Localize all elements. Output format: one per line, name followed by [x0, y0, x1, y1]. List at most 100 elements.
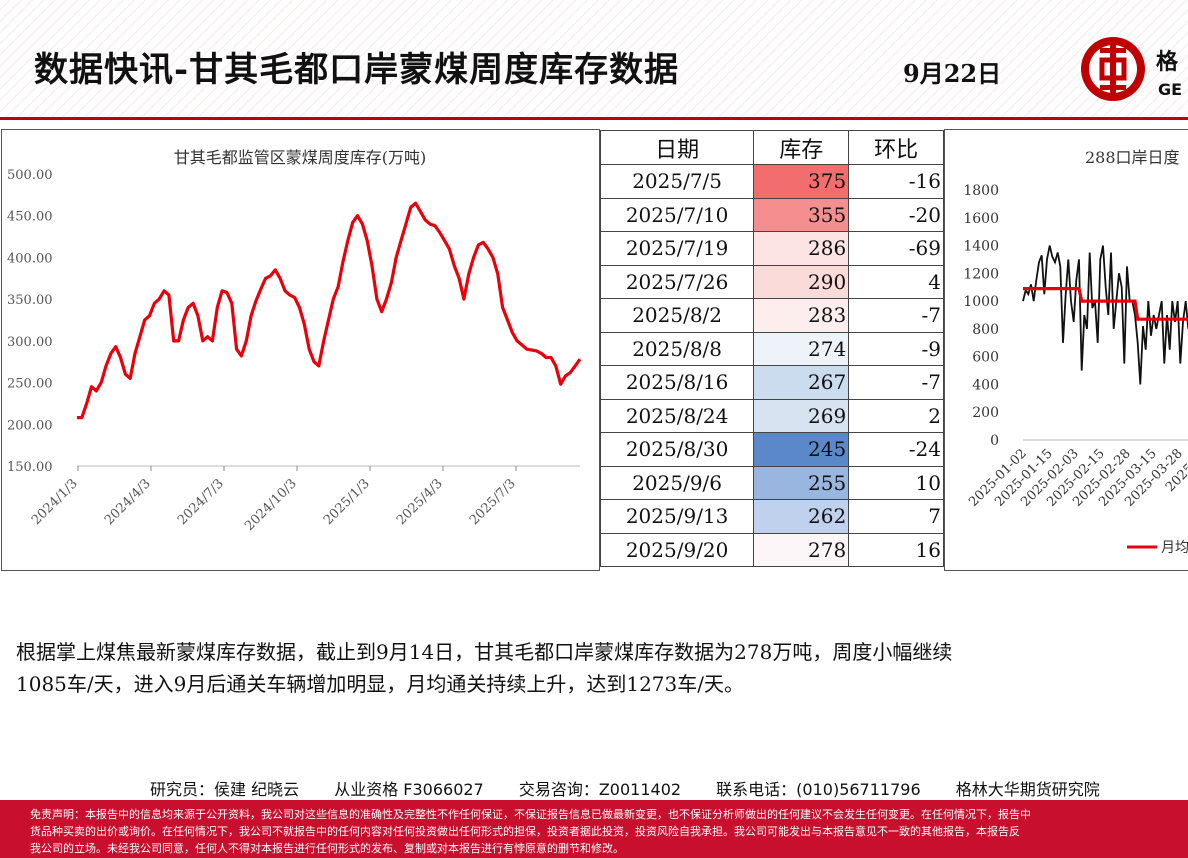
chart-title: 甘其毛都监管区蒙煤周度库存(万吨) — [174, 148, 427, 167]
table-row: 2025/8/2 283 -7 — [599, 298, 944, 333]
cell-change: -16 — [848, 164, 944, 199]
cell-change: 2 — [848, 398, 944, 433]
cell-date: 2025/8/24 — [599, 398, 755, 433]
summary-paragraph: 根据掌上煤焦最新蒙煤库存数据，截止到9月14日，甘其毛都口岸蒙煤库存数据为278… — [16, 636, 1188, 700]
logo-text-en: GE — [1158, 80, 1183, 99]
cell-change: 16 — [848, 532, 944, 567]
x-tick-label: 2024/7/3 — [175, 476, 227, 528]
y-tick-label: 300.00 — [7, 335, 53, 350]
cell-date: 2025/8/2 — [599, 298, 755, 333]
cell-stock: 286 — [753, 231, 850, 266]
y-tick-label: 150.00 — [7, 460, 53, 475]
cell-date: 2025/8/8 — [599, 331, 755, 366]
table-row: 2025/7/26 290 4 — [599, 264, 944, 299]
cell-stock: 245 — [753, 432, 850, 467]
table-row: 2025/8/16 267 -7 — [599, 365, 944, 400]
table-row: 2025/9/6 255 10 — [599, 465, 944, 500]
disclaimer-line-1: 免责声明：本报告中的信息均来源于公开资料，我公司对这些信息的准确性及完整性不作任… — [30, 808, 1031, 821]
contact-line: 研究员：侯建 纪晓云 从业资格 F3066027 交易咨询：Z0011402 联… — [150, 776, 1130, 800]
cell-stock: 355 — [753, 197, 850, 232]
y-tick-label: 800 — [972, 322, 999, 338]
cell-change: 10 — [848, 465, 944, 500]
series-line — [77, 201, 582, 420]
page-title: 数据快讯-甘其毛都口岸蒙煤周度库存数据 — [34, 50, 680, 90]
qualification: 从业资格 F3066027 — [334, 780, 484, 799]
y-tick-label: 200.00 — [7, 418, 53, 433]
researcher: 研究员：侯建 纪晓云 — [150, 780, 300, 799]
cell-stock: 269 — [753, 398, 850, 433]
table-row: 2025/7/19 286 -69 — [599, 231, 944, 266]
cell-change: -9 — [848, 331, 944, 366]
port-daily-line-chart: 288口岸日度 1800 1600 1400 1200 1000 800 600 400 200 0… — [963, 148, 1188, 556]
table-row: 2025/7/5 375 -16 — [599, 164, 944, 199]
x-tick-label: 2024/10/3 — [242, 476, 300, 534]
company-logo-icon — [1081, 37, 1145, 101]
cell-stock: 255 — [753, 465, 850, 500]
header-stock: 库存 — [753, 130, 850, 165]
table-row: 2025/8/8 274 -9 — [599, 331, 944, 366]
table-row: 2025/8/30 245 -24 — [599, 432, 944, 467]
x-tick-label: 2024/4/3 — [102, 476, 154, 528]
inventory-line-chart: 甘其毛都监管区蒙煤周度库存(万吨) 500.00 450.00 400.00 350.0… — [7, 148, 582, 534]
cell-date: 2025/7/5 — [599, 164, 755, 199]
y-tick-label: 1000 — [963, 294, 999, 310]
cell-date: 2025/9/13 — [599, 499, 755, 534]
x-tick-label: 2025/7/3 — [467, 476, 519, 528]
cell-stock: 278 — [753, 532, 850, 567]
inventory-chart-panel: 甘其毛都监管区蒙煤周度库存(万吨) 500.00 450.00 400.00 350.0… — [1, 129, 600, 571]
disclaimer-line-2: 货品种买卖的出价或询价。在任何情况下，我公司不就报告中的任何内容对任何投资做出任… — [30, 825, 1020, 838]
cell-change: 4 — [848, 264, 944, 299]
chart-title: 288口岸日度 — [1085, 148, 1180, 167]
cell-date: 2025/7/26 — [599, 264, 755, 299]
header-date: 日期 — [599, 130, 755, 165]
table-header-row: 日期 库存 环比 — [599, 130, 944, 165]
x-tick-label: 2025/4/3 — [394, 476, 446, 528]
summary-line-2: 1085车/天，进入9月后通关车辆增加明显，月均通关持续上升，达到1273车/天… — [16, 672, 744, 696]
cell-stock: 262 — [753, 499, 850, 534]
cell-date: 2025/8/30 — [599, 432, 755, 467]
disclaimer-line-3: 我公司的立场。未经我公司同意，任何人不得对本报告进行任何形式的发布、复制或对本报… — [30, 842, 624, 855]
y-tick-label: 450.00 — [7, 210, 53, 225]
y-tick-label: 200 — [972, 405, 999, 421]
table-row: 2025/9/20 278 16 — [599, 532, 944, 567]
header-background — [0, 0, 1188, 118]
phone: 联系电话：(010)56711796 — [716, 780, 921, 799]
cell-date: 2025/9/20 — [599, 532, 755, 567]
y-tick-label: 1200 — [963, 266, 999, 282]
legend-label: 月均 — [1161, 540, 1188, 556]
y-tick-label: 1800 — [963, 183, 999, 199]
y-tick-label: 250.00 — [7, 377, 53, 392]
monthly-avg-line — [1023, 287, 1188, 321]
header-change: 环比 — [848, 130, 944, 165]
table-row: 2025/9/13 262 7 — [599, 499, 944, 534]
cell-stock: 290 — [753, 264, 850, 299]
inventory-table: 日期 库存 环比 2025/7/5 375 -16 2025/7/10 355 -20 20… — [599, 130, 944, 567]
report-date: 9月22日 — [903, 59, 1002, 88]
header-divider — [0, 117, 1188, 120]
cell-change: -20 — [848, 197, 944, 232]
cell-change: -69 — [848, 231, 944, 266]
cell-change: 7 — [848, 499, 944, 534]
cell-change: -24 — [848, 432, 944, 467]
cell-change: -7 — [848, 298, 944, 333]
y-tick-label: 600 — [972, 350, 999, 366]
cell-stock: 283 — [753, 298, 850, 333]
cell-date: 2025/8/16 — [599, 365, 755, 400]
y-tick-label: 0 — [990, 433, 999, 449]
y-tick-label: 350.00 — [7, 293, 53, 308]
cell-stock: 375 — [753, 164, 850, 199]
cell-date: 2025/7/19 — [599, 231, 755, 266]
y-tick-label: 1600 — [963, 211, 999, 227]
table-row: 2025/8/24 269 2 — [599, 398, 944, 433]
cell-date: 2025/7/10 — [599, 197, 755, 232]
cell-date: 2025/9/6 — [599, 465, 755, 500]
consult-id: 交易咨询：Z0011402 — [518, 780, 682, 799]
y-tick-label: 500.00 — [7, 168, 53, 183]
daily-series-line — [1022, 245, 1188, 385]
y-tick-label: 1400 — [963, 239, 999, 255]
x-tick-label: 2024/1/3 — [29, 476, 81, 528]
y-tick-label: 400 — [972, 377, 999, 393]
y-tick-label: 400.00 — [7, 251, 53, 266]
disclaimer: 免责声明：本报告中的信息均来源于公开资料，我公司对这些信息的准确性及完整性不作任… — [0, 800, 1188, 858]
x-tick-label: 2025/1/3 — [321, 476, 373, 528]
